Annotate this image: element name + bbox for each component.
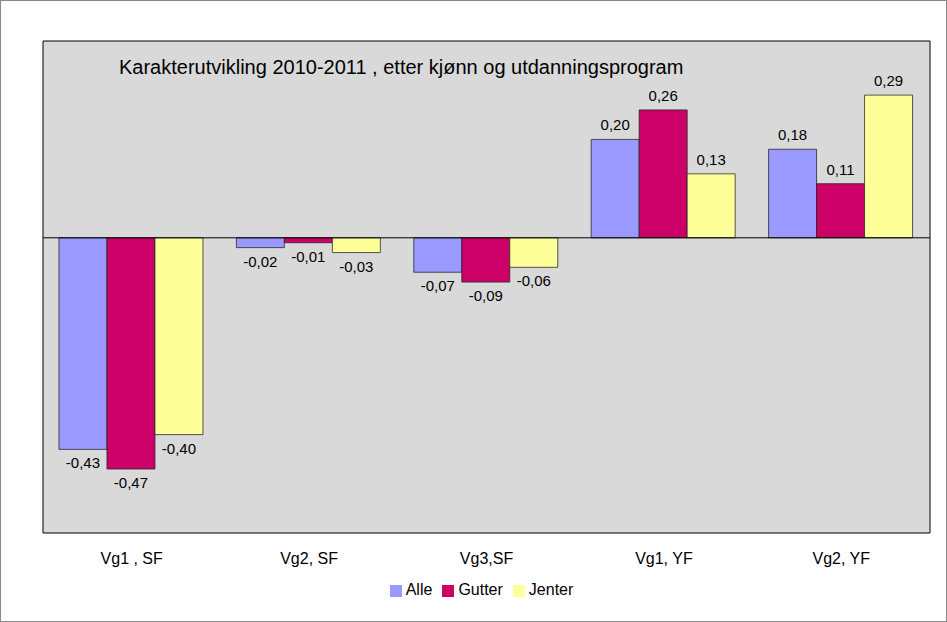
svg-text:-0,07: -0,07 (421, 277, 455, 294)
svg-text:0,13: 0,13 (697, 151, 726, 168)
html-text:Jenter: Jenter (528, 581, 574, 598)
svg-text:0,11: 0,11 (827, 161, 855, 178)
svg-text:Vg2, YF: Vg2, YF (813, 550, 871, 567)
svg-text:Vg1 , SF: Vg1 , SF (101, 550, 163, 567)
svg-text:-0,06: -0,06 (517, 272, 551, 289)
svg-text:0,29: 0,29 (874, 72, 903, 89)
svg-text:0,20: 0,20 (601, 116, 630, 133)
svg-text:-0,09: -0,09 (469, 287, 503, 304)
svg-text:-0,40: -0,40 (162, 440, 196, 457)
svg-text:-0,01: -0,01 (291, 248, 325, 265)
svg-text:-0,43: -0,43 (66, 454, 100, 471)
svg-text:0,18: 0,18 (778, 126, 807, 143)
svg-text:Vg3,SF: Vg3,SF (460, 550, 514, 567)
svg-text:Vg1, YF: Vg1, YF (635, 550, 693, 567)
html-text:Gutter: Gutter (458, 581, 503, 598)
svg-text:Vg2, SF: Vg2, SF (280, 550, 338, 567)
svg-text:0,26: 0,26 (649, 87, 678, 104)
html-text:Karakterutvikling 2010-2011 ,: Karakterutvikling 2010-2011 , etter kjøn… (119, 56, 684, 78)
svg-text:-0,03: -0,03 (339, 258, 373, 275)
svg-text:-0,02: -0,02 (243, 253, 277, 270)
html-text:Alle: Alle (405, 581, 433, 598)
svg-text:-0,47: -0,47 (114, 474, 148, 491)
